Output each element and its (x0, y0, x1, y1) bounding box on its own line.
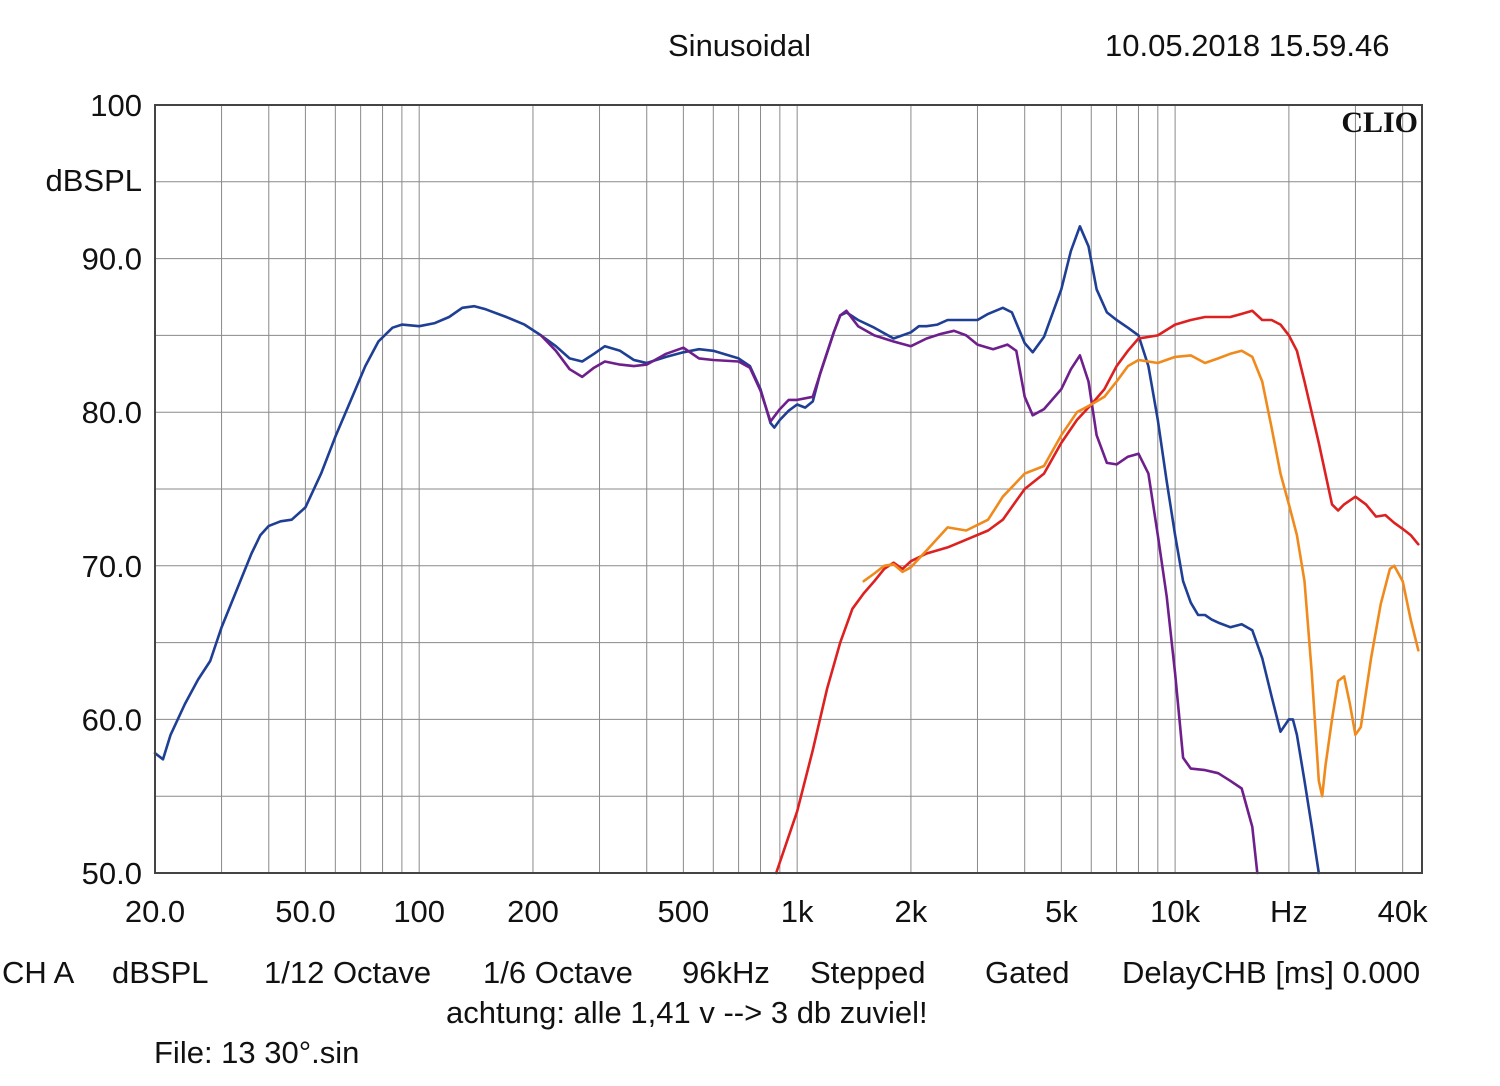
setting-channel: CH A (2, 955, 75, 990)
setting-smoothing: 1/6 Octave (483, 955, 633, 990)
y-tick-label: 50.0 (82, 856, 142, 891)
series-lines (153, 225, 1420, 875)
y-tick-label: 80.0 (82, 395, 142, 430)
measurement-note: achtung: alle 1,41 v --> 3 db zuviel! (446, 995, 928, 1030)
y-tick-label: 60.0 (82, 702, 142, 737)
series-line-purple (539, 309, 1259, 875)
setting-resolution: 1/12 Octave (264, 955, 432, 990)
setting-stepped: Stepped (810, 955, 926, 990)
x-tick-label: 50.0 (275, 894, 335, 929)
y-tick-label: 100 (90, 88, 142, 123)
series-line-blue (153, 225, 1321, 875)
series-line-orange (862, 349, 1420, 798)
x-tick-label: 2k (895, 894, 928, 929)
x-tick-label: 200 (507, 894, 559, 929)
x-tick-label: 1k (781, 894, 814, 929)
clio-logo: CLIO (1341, 106, 1418, 139)
y-tick-label: 70.0 (82, 549, 142, 584)
y-axis-ticks: 100 90.0 80.0 70.0 60.0 50.0 (82, 88, 142, 891)
x-tick-label: 100 (393, 894, 445, 929)
x-tick-label: 5k (1045, 894, 1078, 929)
x-tick-label: 500 (658, 894, 710, 929)
grid (155, 105, 1422, 873)
setting-units: dBSPL (112, 955, 209, 990)
setting-delay: DelayCHB [ms] 0.000 (1122, 955, 1421, 990)
setting-gated: Gated (985, 955, 1070, 990)
plot-frame (154, 104, 1423, 874)
y-axis-label: dBSPL (45, 163, 142, 198)
timestamp: 10.05.2018 15.59.46 (1105, 28, 1390, 63)
file-name: File: 13 30°.sin (154, 1035, 360, 1070)
chart-title: Sinusoidal (668, 28, 812, 63)
setting-samplerate: 96kHz (682, 955, 770, 990)
x-tick-label: 20.0 (125, 894, 185, 929)
x-axis-ticks: 20.0 50.0 100 200 500 1k 2k 5k 10k Hz 40k (125, 894, 1428, 929)
y-tick-label: 90.0 (82, 242, 142, 277)
x-tick-label: 10k (1150, 894, 1200, 929)
x-tick-label: 40k (1378, 894, 1428, 929)
x-tick-label: Hz (1270, 894, 1308, 929)
